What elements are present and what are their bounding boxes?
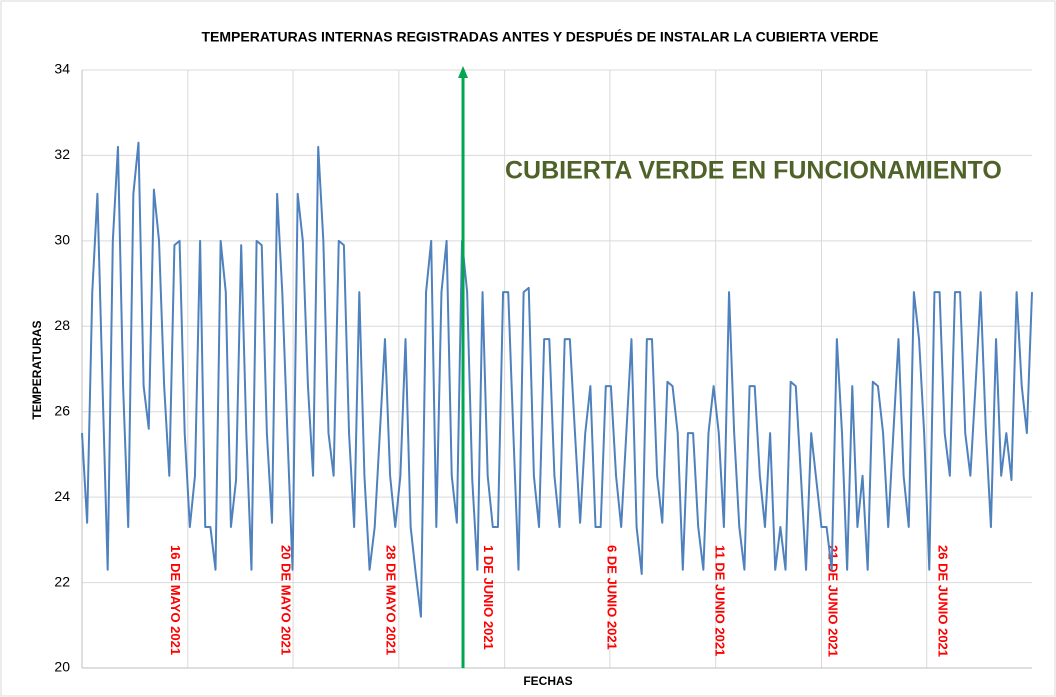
- y-axis-label: TEMPERATURAS: [30, 320, 44, 419]
- x-tick-label: 16 DE MAYO 2021: [168, 545, 183, 655]
- x-axis-label: FECHAS: [523, 674, 572, 688]
- x-tick-label: 20 DE MAYO 2021: [278, 545, 293, 655]
- y-tick-label: 24: [54, 488, 70, 504]
- y-tick-label: 26: [54, 402, 70, 418]
- x-tick-label: 11 DE JUNIO 2021: [712, 545, 727, 656]
- x-tick-label: 21 DE JUNIO 2021: [825, 545, 840, 657]
- annotation-label: CUBIERTA VERDE EN FUNCIONAMIENTO: [505, 157, 1002, 185]
- chart-title: TEMPERATURAS INTERNAS REGISTRADAS ANTES …: [202, 29, 879, 45]
- y-tick-label: 20: [54, 659, 70, 675]
- y-tick-label: 34: [54, 61, 70, 77]
- y-tick-label: 22: [54, 573, 70, 589]
- annotation-arrowhead: [458, 66, 469, 78]
- x-tick-label: 26 DE JUNIO 2021: [936, 545, 951, 657]
- x-tick-label: 28 DE MAYO 2021: [384, 545, 399, 655]
- y-tick-label: 28: [54, 317, 70, 333]
- y-tick-label: 32: [54, 146, 70, 162]
- y-tick-label: 30: [54, 232, 70, 248]
- data-line: [81, 141, 1033, 618]
- x-tick-label: 1 DE JUNIO 2021: [481, 545, 496, 650]
- x-tick-label: 6 DE JUNIO 2021: [604, 545, 619, 650]
